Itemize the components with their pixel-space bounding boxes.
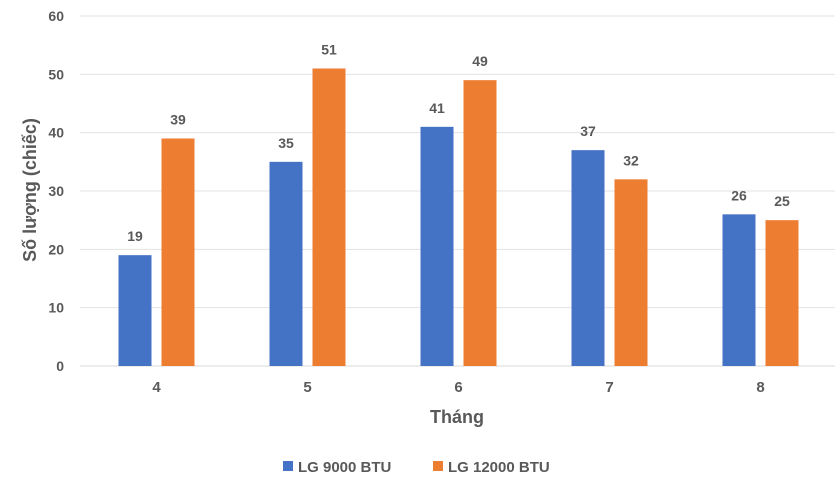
y-tick-label: 50 (48, 66, 64, 82)
bar-lg-12000-btu-4 (161, 138, 195, 366)
x-tick-label: 6 (454, 379, 462, 396)
data-label: 19 (127, 228, 143, 244)
bar-lg-9000-btu-7 (571, 150, 605, 366)
bars: 19 39 35 51 41 49 37 32 26 25 (118, 42, 799, 367)
bar-lg-9000-btu-4 (118, 255, 152, 366)
legend-label: LG 12000 BTU (448, 459, 550, 476)
x-tick-label: 5 (303, 379, 311, 396)
legend-swatch (433, 461, 443, 471)
bar-lg-9000-btu-5 (269, 161, 303, 366)
data-label: 51 (321, 42, 337, 58)
data-label: 32 (623, 152, 639, 168)
bar-lg-9000-btu-8 (722, 214, 756, 366)
data-label: 49 (472, 53, 488, 69)
bar-lg-12000-btu-5 (312, 68, 346, 366)
y-tick-label: 20 (48, 241, 64, 257)
y-tick-label: 60 (48, 8, 64, 24)
y-axis-label: Số lượng (chiếc) (20, 118, 40, 262)
y-tick-label: 10 (48, 300, 64, 316)
legend-swatch (283, 461, 293, 471)
legend-label: LG 9000 BTU (298, 459, 391, 476)
y-tick-label: 0 (56, 358, 64, 374)
gridlines (80, 15, 835, 367)
legend: LG 9000 BTU LG 12000 BTU (283, 459, 550, 476)
x-tick-label: 7 (605, 379, 613, 396)
data-label: 39 (170, 112, 186, 128)
x-tick-label: 8 (756, 379, 764, 396)
data-label: 37 (580, 123, 596, 139)
y-tick-label: 40 (48, 125, 64, 141)
data-label: 26 (731, 187, 747, 203)
bar-lg-12000-btu-8 (765, 220, 799, 366)
bar-lg-12000-btu-6 (463, 80, 497, 367)
data-label: 41 (429, 100, 445, 116)
data-label: 35 (278, 135, 294, 151)
bar-lg-12000-btu-7 (614, 179, 648, 366)
y-tick-label: 30 (48, 183, 64, 199)
x-tick-label: 4 (152, 379, 161, 396)
bar-lg-9000-btu-6 (420, 126, 454, 366)
data-label: 25 (774, 193, 790, 209)
y-tick-labels: 0 10 20 30 40 50 60 (48, 8, 64, 374)
x-axis-label: Tháng (430, 407, 484, 427)
x-tick-labels: 4 5 6 7 8 (152, 379, 764, 396)
